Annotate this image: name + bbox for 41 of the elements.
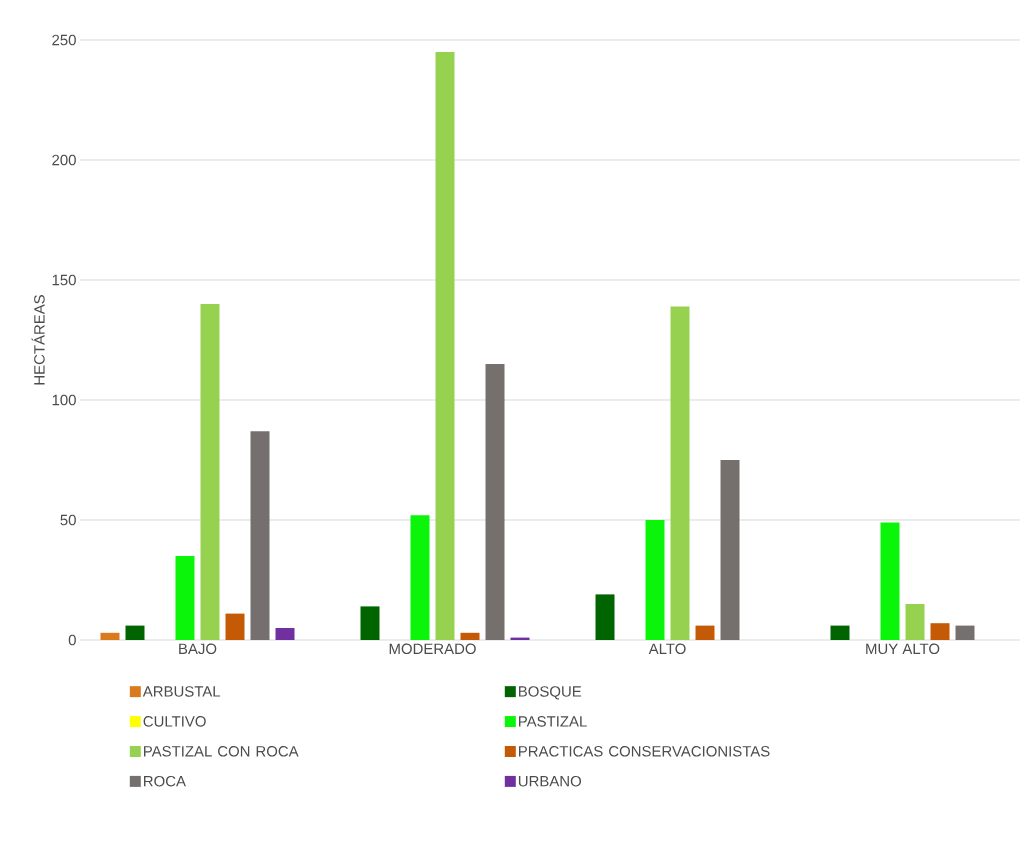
legend-label: ARBUSTAL — [142, 686, 221, 697]
y-tick-label: 50 — [60, 514, 76, 526]
bar — [250, 431, 270, 640]
bar — [880, 522, 900, 640]
bar — [410, 515, 430, 640]
bar — [905, 604, 925, 640]
legend-label: URBANO — [518, 775, 581, 787]
y-axis-title: HECTÁREAS — [31, 295, 45, 385]
bar — [460, 632, 480, 640]
legend-label: ROCA — [144, 775, 186, 787]
legend-label: BOSQUE — [519, 686, 582, 700]
legend-label: PRACTICAS CONSERVACIONISTAS — [519, 746, 770, 757]
bar — [360, 606, 380, 640]
bar — [720, 460, 740, 640]
bar — [595, 594, 615, 640]
bar — [645, 520, 665, 640]
bar — [955, 625, 975, 640]
legend-label: PASTIZAL CON ROCA — [144, 746, 299, 757]
bar — [175, 556, 195, 640]
bar — [930, 623, 950, 640]
x-tick-label: MUY ALTO — [866, 643, 940, 655]
y-tick-label: 0 — [68, 634, 76, 646]
y-tick-label: 150 — [52, 274, 76, 286]
x-tick-label: ALTO — [648, 643, 686, 655]
x-tick-label: MODERADO — [389, 643, 476, 655]
bar — [200, 304, 220, 640]
bar — [830, 625, 850, 640]
bar — [225, 613, 245, 640]
bar — [275, 628, 295, 640]
bar — [125, 625, 145, 640]
bar — [485, 364, 505, 640]
y-tick-label: 250 — [52, 34, 76, 46]
bar — [435, 51, 455, 640]
legend-label: CULTIVO — [143, 716, 206, 727]
x-tick-label: BAJO — [179, 643, 217, 655]
y-tick-label: 200 — [52, 154, 76, 166]
bar — [100, 632, 120, 640]
legend-label: PASTIZAL — [519, 716, 587, 727]
bar — [670, 306, 690, 640]
bar — [695, 625, 715, 640]
y-tick-label: 100 — [52, 394, 76, 406]
